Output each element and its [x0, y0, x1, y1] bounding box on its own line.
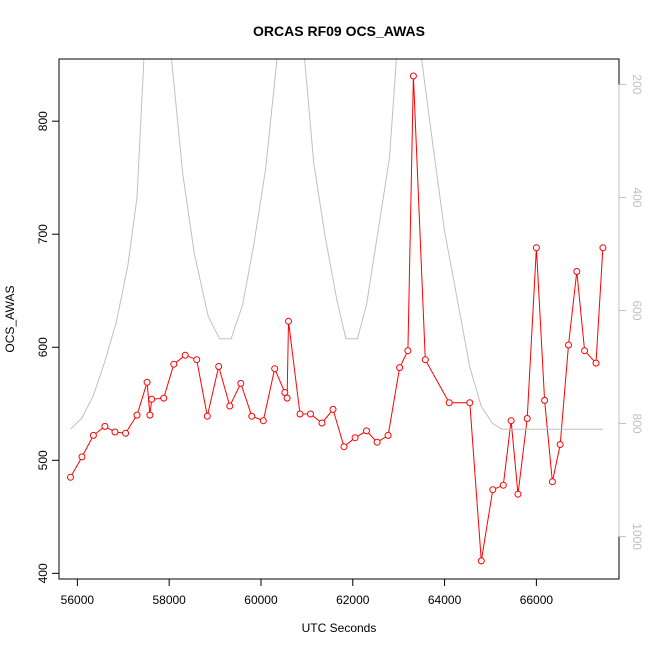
data-point [248, 412, 256, 420]
y2-axis: 200 400 600 800 1000 [618, 74, 644, 550]
data-point [565, 341, 572, 349]
data-point [556, 441, 564, 448]
data-point [237, 379, 245, 387]
data-point [329, 405, 337, 413]
y-tick-label: 400 [36, 563, 50, 583]
data-point [181, 351, 189, 359]
data-point [226, 402, 234, 410]
data-point [89, 431, 97, 439]
data-point [404, 347, 412, 355]
y2-tick-label: 800 [630, 414, 644, 434]
data-point [592, 359, 600, 367]
data-point [599, 244, 607, 252]
series-line-altitude-trace [70, 59, 603, 430]
data-point [101, 422, 109, 430]
data-point [160, 394, 168, 402]
y2-tick-label: 1000 [630, 523, 644, 550]
y-axis-label: OCS_AWAS [3, 285, 17, 352]
data-point [523, 415, 531, 422]
data-point [78, 453, 86, 461]
data-point [384, 431, 392, 439]
x-axis-label: UTC Seconds [302, 621, 377, 635]
data-point [363, 427, 370, 435]
data-point [581, 347, 589, 355]
data-point [573, 268, 581, 275]
data-point [271, 365, 279, 373]
x-tick-label: 58000 [152, 593, 186, 607]
data-point [351, 434, 359, 442]
series-line-OCS_AWAS [70, 75, 604, 561]
x-tick-label: 64000 [428, 593, 462, 607]
x-tick-label: 60000 [244, 593, 278, 607]
y-tick-label: 800 [36, 111, 50, 131]
y-tick-label: 700 [36, 224, 50, 244]
data-point [489, 486, 497, 494]
data-point [296, 410, 304, 418]
data-point [507, 417, 515, 425]
data-point [466, 399, 474, 407]
data-point [143, 378, 151, 386]
data-point [318, 419, 326, 427]
y2-tick-label: 600 [630, 301, 644, 321]
data-point [499, 481, 507, 489]
x-tick-label: 62000 [336, 593, 370, 607]
x-axis: 56000 58000 60000 62000 64000 66000 [61, 578, 554, 607]
data-point [285, 317, 292, 325]
data-point [532, 244, 540, 252]
data-point [409, 72, 417, 80]
y2-tick-label: 400 [630, 187, 644, 207]
data-point [445, 399, 453, 407]
data-point [122, 429, 130, 437]
data-point [148, 395, 156, 403]
plot-frame [58, 58, 620, 580]
x-tick-label: 56000 [61, 593, 95, 607]
data-point [215, 363, 223, 370]
data-point [281, 389, 289, 396]
y-axis: 400 500 600 700 800 [36, 111, 60, 583]
data-point [203, 412, 211, 420]
data-point [477, 557, 485, 565]
data-point [133, 411, 141, 419]
chart-title: ORCAS RF09 OCS_AWAS [253, 23, 425, 39]
data-point [67, 473, 74, 481]
data-point [548, 478, 556, 486]
x-tick-label: 66000 [520, 593, 554, 607]
data-point [146, 411, 154, 419]
data-point [373, 438, 381, 446]
y-tick-label: 500 [36, 450, 50, 470]
data-point [259, 417, 267, 425]
data-point [541, 396, 549, 404]
data-point [170, 360, 178, 368]
data-point [283, 394, 291, 402]
data-point [307, 410, 314, 418]
data-point [340, 443, 348, 451]
data-point [396, 364, 404, 372]
data-point [514, 490, 522, 498]
data-point [421, 356, 429, 364]
y-tick-label: 600 [36, 337, 50, 357]
data-point [193, 356, 201, 364]
data-point [111, 428, 119, 436]
y2-tick-label: 200 [630, 74, 644, 94]
